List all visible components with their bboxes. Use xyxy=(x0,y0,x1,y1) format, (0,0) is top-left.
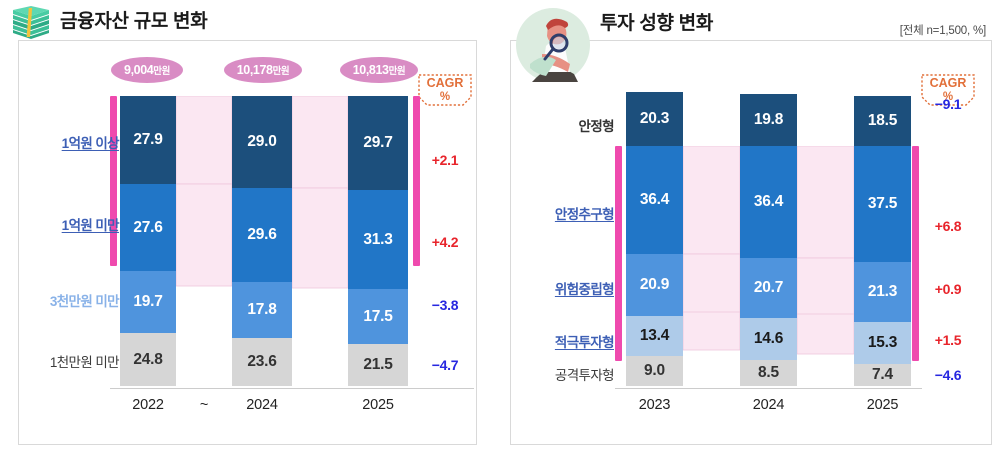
page-title-left: 금융자산 규모 변화 xyxy=(60,11,208,32)
bar-segment-2023-2: 20.9 xyxy=(626,254,683,316)
x-axis-line-right xyxy=(615,388,922,389)
row-label-1-left: 1억원 미만 xyxy=(61,218,120,233)
highlight-bracket-right xyxy=(615,146,622,361)
bar-segment-2024r-3: 14.6 xyxy=(740,318,797,360)
bar-segment-2023-4: 9.0 xyxy=(626,356,683,386)
x-tick-2024: 2024 xyxy=(246,397,278,413)
cagr-value-1-right: +6.8 xyxy=(934,218,962,234)
x-tick-2025r: 2025 xyxy=(866,397,899,413)
bar-segment-2025r-3: 15.3 xyxy=(854,322,911,364)
bar-segment-2023-1: 36.4 xyxy=(626,146,683,254)
value-bubble-2025: 10,813 만원 xyxy=(340,57,418,83)
bar-segment-2024r-1: 36.4 xyxy=(740,146,797,258)
row-label-4-right: 공격투자형 xyxy=(554,368,615,383)
bar-segment-2022-1: 27.6 xyxy=(120,184,176,271)
x-tick-2025: 2025 xyxy=(362,397,394,413)
bar-segment-2024-2: 17.8 xyxy=(232,282,292,338)
bar-segment-2023-3: 13.4 xyxy=(626,316,683,356)
cagr-value-3-right: +1.5 xyxy=(934,332,962,348)
cagr-value-2-left: −3.8 xyxy=(431,297,459,313)
x-tick-2024r: 2024 xyxy=(752,397,785,413)
x-tick-tilde: ~ xyxy=(199,397,209,413)
bar-segment-2024-0: 29.0 xyxy=(232,96,292,188)
panel-header-right: 투자 성향 변화 [전체 n=1,500, %] xyxy=(500,0,1000,82)
bar-segment-2022-3: 24.8 xyxy=(120,333,176,386)
row-label-2-left: 3천만원 미만 xyxy=(49,294,120,309)
cagr-value-3-left: −4.7 xyxy=(431,357,459,373)
bar-segment-2025r-0: 18.5 xyxy=(854,96,911,146)
person-magnifier-icon xyxy=(512,2,594,88)
cagr-header-right: CAGR % xyxy=(920,73,976,107)
cagr-value-2-right: +0.9 xyxy=(934,281,962,297)
page-title-right: 투자 성향 변화 xyxy=(600,13,714,34)
highlight-bracket-right-end xyxy=(912,146,919,361)
highlight-bracket-left xyxy=(110,96,117,266)
bar-segment-2024r-0: 19.8 xyxy=(740,94,797,146)
panel-financial-assets: 금융자산 규모 변화 9,004 만원 10,178 만원 10,813 만원 CAG… xyxy=(0,0,487,453)
cagr-value-4-right: −4.6 xyxy=(934,367,962,383)
cagr-unit-right: % xyxy=(942,90,954,103)
row-label-0-right: 안정형 xyxy=(578,119,615,134)
bar-segment-2024-1: 29.6 xyxy=(232,188,292,282)
bar-segment-2022-2: 19.7 xyxy=(120,271,176,333)
value-bubble-2024: 10,178 만원 xyxy=(224,57,302,83)
x-tick-2023: 2023 xyxy=(638,397,671,413)
bar-segment-2025-1: 31.3 xyxy=(348,190,408,289)
bar-segment-2024r-2: 20.7 xyxy=(740,258,797,318)
bar-segment-2023-0: 20.3 xyxy=(626,92,683,146)
cagr-header-left: CAGR % xyxy=(417,73,473,107)
sample-size-note: [전체 n=1,500, %] xyxy=(899,25,986,37)
cagr-value-1-left: +4.2 xyxy=(431,234,459,250)
bar-segment-2025r-1: 37.5 xyxy=(854,146,911,262)
bar-segment-2025r-2: 21.3 xyxy=(854,262,911,322)
panel-investment-tendency: 투자 성향 변화 [전체 n=1,500, %] CAGR % 안정형 안정추구… xyxy=(500,0,1000,453)
bar-segment-2024-3: 23.6 xyxy=(232,338,292,386)
bar-segment-2025-2: 17.5 xyxy=(348,289,408,344)
cagr-value-0-right: −9.1 xyxy=(934,96,962,112)
highlight-bracket-left-end xyxy=(413,96,420,266)
ribbon-2022-2024-left xyxy=(176,96,232,287)
cagr-value-0-left: +2.1 xyxy=(431,152,459,168)
panel-header-left: 금융자산 규모 변화 xyxy=(0,0,487,40)
ribbon-2024-2025-right xyxy=(797,146,854,355)
bar-segment-2022-0: 27.9 xyxy=(120,96,176,184)
row-label-0-left: 1억원 이상 xyxy=(61,136,120,151)
row-label-1-right: 안정추구형 xyxy=(554,207,615,222)
ribbon-2023-2024-right xyxy=(683,146,740,351)
bar-segment-2024r-4: 8.5 xyxy=(740,360,797,386)
bar-segment-2025r-4: 7.4 xyxy=(854,364,911,386)
ribbon-2024-2025-left xyxy=(292,96,348,289)
x-tick-2022: 2022 xyxy=(132,397,164,413)
cagr-label-right: CAGR xyxy=(929,76,967,91)
x-axis-line-left xyxy=(110,388,474,389)
money-stack-icon xyxy=(8,4,54,40)
row-label-3-left: 1천만원 미만 xyxy=(49,355,120,370)
bar-segment-2025-3: 21.5 xyxy=(348,344,408,386)
cagr-unit-left: % xyxy=(439,90,451,103)
bar-segment-2025-0: 29.7 xyxy=(348,96,408,190)
value-bubble-2022: 9,004 만원 xyxy=(111,57,183,83)
row-label-2-right: 위험중립형 xyxy=(554,282,615,297)
cagr-label-left: CAGR xyxy=(426,76,464,91)
row-label-3-right: 적극투자형 xyxy=(554,335,615,350)
